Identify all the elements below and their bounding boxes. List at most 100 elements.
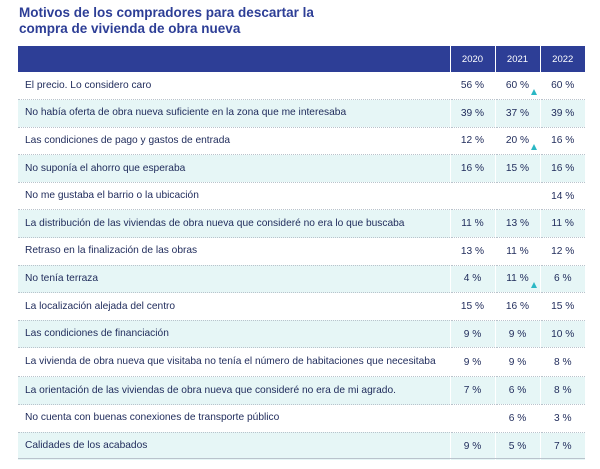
value-text: 60 % bbox=[505, 80, 530, 92]
value-cell-2022: 60 % bbox=[539, 72, 585, 100]
table-row: La distribución de las viviendas de obra… bbox=[18, 209, 585, 238]
table-row: No suponía el ahorro que esperaba 16 % 15 … bbox=[18, 154, 585, 183]
increase-triangle-icon bbox=[530, 144, 537, 151]
year-header-2020: 2020 bbox=[449, 46, 495, 72]
increase-triangle-icon bbox=[530, 89, 537, 96]
value-text: 7 % bbox=[463, 385, 482, 397]
row-label: La localización alejada del centro bbox=[18, 292, 450, 321]
value-text: 12 % bbox=[551, 245, 575, 257]
value-cell-2020: 11 % bbox=[449, 209, 495, 238]
value-cell-2021: 15 % bbox=[494, 154, 540, 183]
value-cell-2020: 4 % bbox=[449, 264, 495, 293]
value-cell-2021: 13 % bbox=[494, 209, 540, 238]
value-cell-2020: 56 % bbox=[449, 72, 495, 100]
table-row: Las condiciones de financiación 9 % 9 % 10 … bbox=[18, 319, 585, 348]
value-cell-2022: 15 % bbox=[539, 292, 585, 321]
value-text: 4 % bbox=[463, 273, 482, 285]
value-cell-2021: 11 % bbox=[494, 237, 540, 266]
increase-triangle-icon bbox=[530, 282, 537, 289]
value-cell-2022: 39 % bbox=[539, 99, 585, 128]
value-cell-2020: 15 % bbox=[449, 292, 495, 321]
value-text: 6 % bbox=[508, 412, 527, 424]
value-text: 15 % bbox=[551, 301, 575, 313]
value-cell-2020: 12 % bbox=[449, 126, 495, 155]
value-cell-2021: 6 % bbox=[494, 376, 540, 405]
value-text: 16 % bbox=[460, 163, 485, 175]
row-label: Retraso en la finalización de las obras bbox=[18, 237, 450, 266]
value-text: 56 % bbox=[460, 80, 485, 92]
value-text: 5 % bbox=[508, 440, 527, 452]
value-cell-2022: 3 % bbox=[539, 404, 585, 433]
value-text: 9 % bbox=[508, 328, 527, 340]
value-cell-2021 bbox=[494, 181, 540, 210]
table-row: La localización alejada del centro 15 % 16… bbox=[18, 292, 585, 321]
value-text: 37 % bbox=[505, 107, 530, 119]
value-cell-2021: 6 % bbox=[494, 404, 540, 433]
value-cell-2020: 7 % bbox=[449, 376, 495, 405]
row-label: No suponía el ahorro que esperaba bbox=[18, 154, 450, 183]
value-text: 16 % bbox=[551, 163, 575, 175]
row-label: La distribución de las viviendas de obra… bbox=[18, 209, 450, 238]
row-label: Calidades de los acabados bbox=[18, 431, 450, 460]
value-cell-2022: 10 % bbox=[539, 319, 585, 348]
value-text: 16 % bbox=[551, 135, 575, 147]
value-text: 9 % bbox=[508, 356, 527, 368]
value-cell-2020: 9 % bbox=[449, 347, 495, 377]
value-text: 8 % bbox=[553, 385, 572, 397]
value-text: 11 % bbox=[506, 273, 529, 285]
row-label: El precio. Lo considero caro bbox=[25, 79, 152, 91]
value-cell-2020: 16 % bbox=[449, 154, 495, 183]
row-label: No cuenta con buenas conexiones de trans… bbox=[18, 404, 450, 433]
value-text: 15 % bbox=[460, 301, 485, 313]
value-cell-2022: 14 % bbox=[539, 181, 585, 210]
value-cell-2021: 60 % bbox=[494, 72, 540, 100]
row-label: No me gustaba el barrio o la ubicación bbox=[18, 181, 450, 210]
value-cell-2022: 12 % bbox=[539, 237, 585, 266]
value-cell-2022: 6 % bbox=[539, 264, 585, 293]
value-text: 20 % bbox=[505, 135, 530, 147]
table-row: Calidades de los acabados 9 % 5 % 7 % bbox=[18, 431, 585, 460]
value-cell-2022: 16 % bbox=[539, 154, 585, 183]
table-row: No me gustaba el barrio o la ubicación 14… bbox=[18, 181, 585, 210]
row-label: La orientación de las viviendas de obra … bbox=[18, 376, 450, 405]
value-text: 13 % bbox=[460, 245, 485, 257]
value-cell-2021: 9 % bbox=[494, 319, 540, 348]
value-text: 11 % bbox=[506, 245, 529, 257]
year-header-2022: 2022 bbox=[539, 46, 585, 72]
table-bottom-rule bbox=[18, 458, 585, 459]
header-label-cell bbox=[18, 46, 450, 72]
value-text: 11 % bbox=[461, 218, 484, 230]
value-text: 6 % bbox=[553, 273, 572, 285]
value-cell-2021: 20 % bbox=[494, 126, 540, 155]
table-title: Motivos de los compradores para descarta… bbox=[19, 5, 419, 37]
value-cell-2021: 11 % bbox=[494, 264, 540, 293]
value-text: 7 % bbox=[553, 440, 572, 452]
value-cell-2021: 9 % bbox=[494, 347, 540, 377]
value-text: 60 % bbox=[551, 80, 575, 92]
table-row: Retraso en la finalización de las obras 1… bbox=[18, 237, 585, 266]
value-text: 11 % bbox=[551, 218, 574, 230]
table-row: No había oferta de obra nueva suficiente… bbox=[18, 99, 585, 128]
value-cell-2020 bbox=[449, 181, 495, 210]
value-text: 10 % bbox=[551, 328, 575, 340]
value-cell-2022: 7 % bbox=[539, 431, 585, 460]
value-text: 14 % bbox=[551, 190, 575, 202]
value-text: 9 % bbox=[463, 356, 482, 368]
value-cell-2022: 11 % bbox=[539, 209, 585, 238]
value-text: 39 % bbox=[460, 107, 485, 119]
value-text: 8 % bbox=[553, 356, 572, 368]
row-label: No había oferta de obra nueva suficiente… bbox=[18, 99, 450, 128]
value-text: 39 % bbox=[551, 107, 575, 119]
table-row: No cuenta con buenas conexiones de trans… bbox=[18, 404, 585, 433]
value-cell-2022: 8 % bbox=[539, 347, 585, 377]
row-label: No tenía terraza bbox=[18, 264, 450, 293]
value-text: 6 % bbox=[508, 385, 527, 397]
value-text: 9 % bbox=[463, 328, 482, 340]
value-cell-2021: 16 % bbox=[494, 292, 540, 321]
value-text: 9 % bbox=[463, 440, 482, 452]
value-cell-2020: 13 % bbox=[449, 237, 495, 266]
value-cell-2020 bbox=[449, 404, 495, 433]
value-text: 13 % bbox=[505, 218, 530, 230]
year-header-2021: 2021 bbox=[494, 46, 540, 72]
value-cell-2021: 37 % bbox=[494, 99, 540, 128]
